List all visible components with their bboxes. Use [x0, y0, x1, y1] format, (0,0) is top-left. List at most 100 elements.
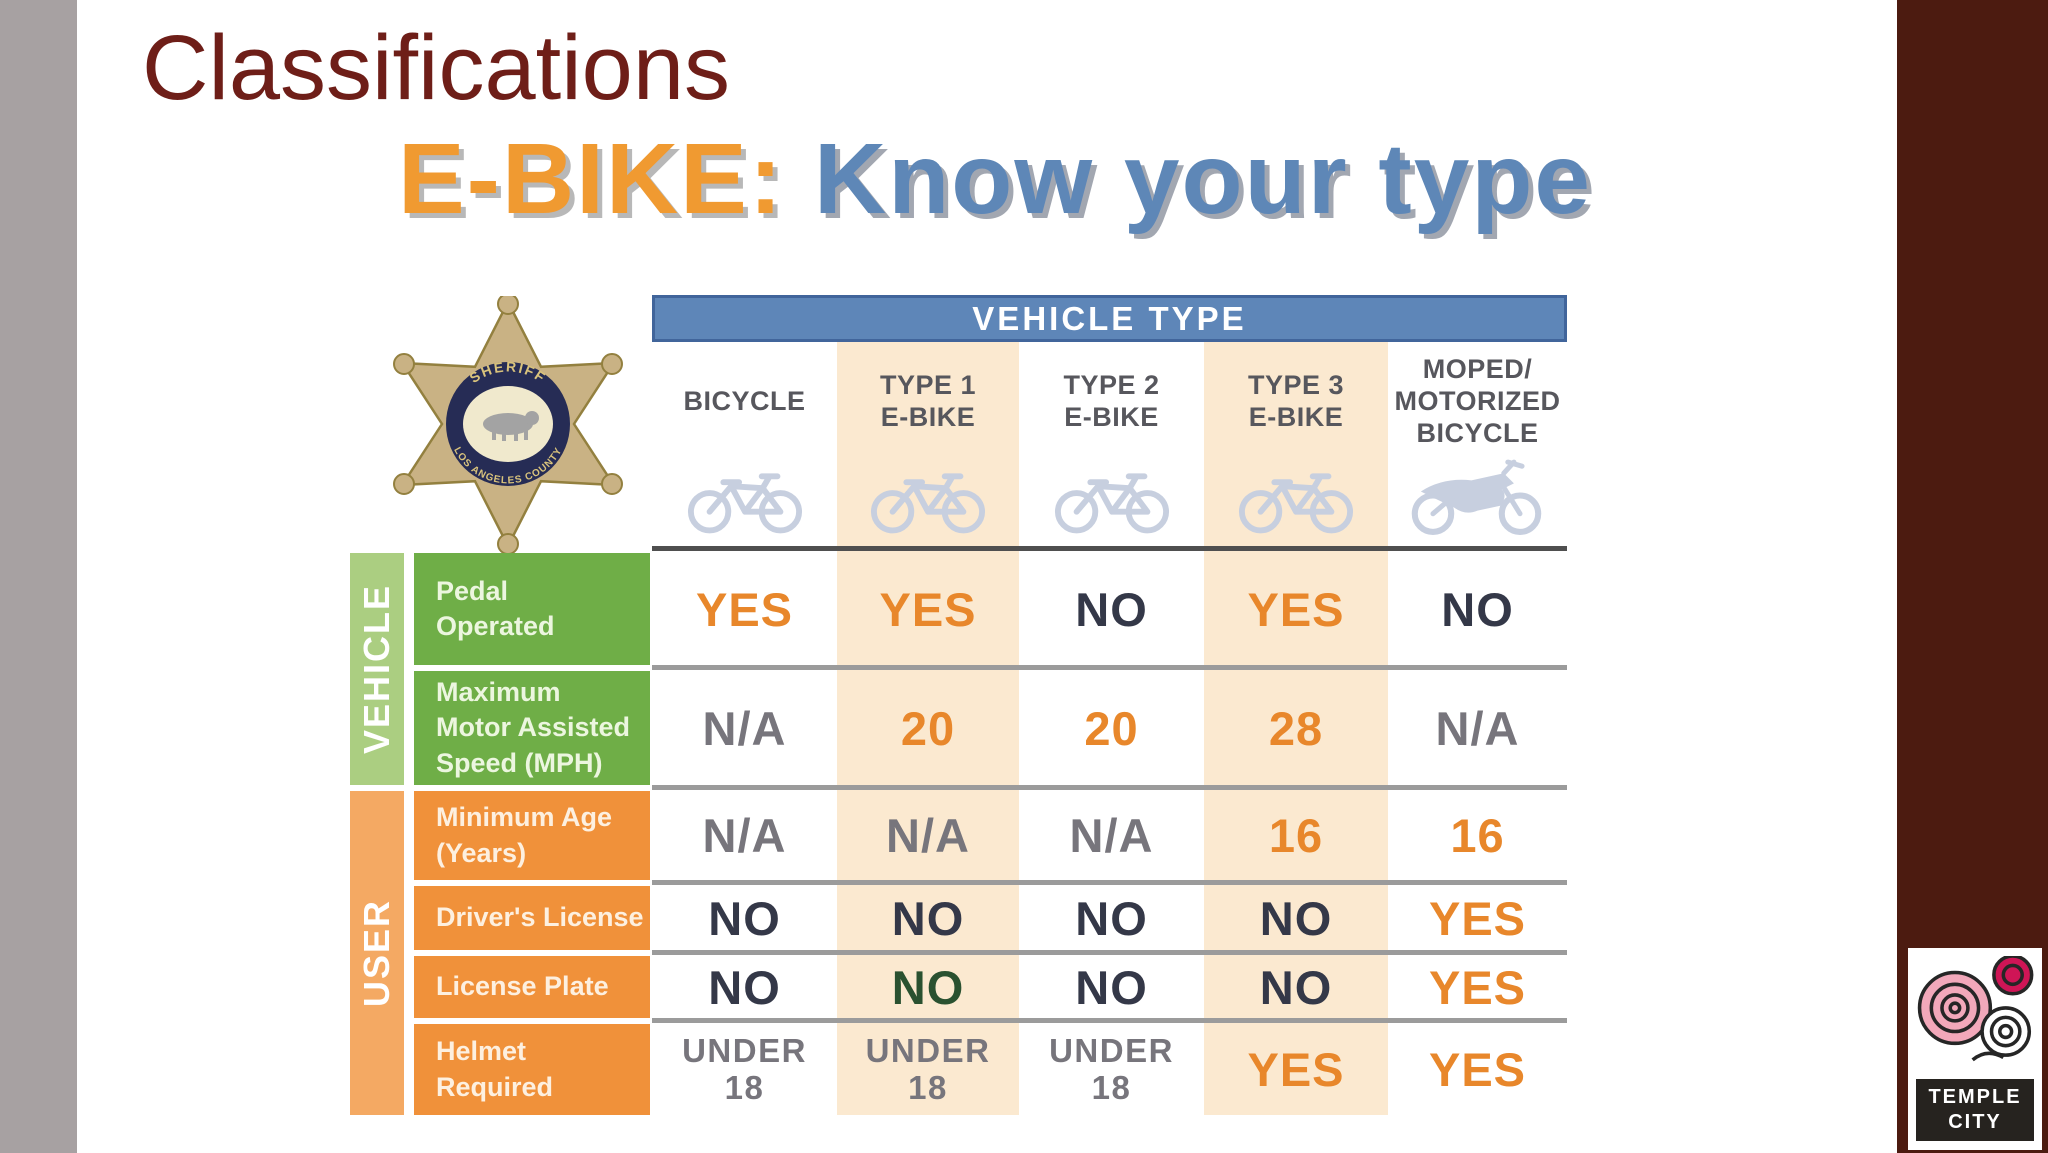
column-header-line: TYPE 2: [1063, 370, 1160, 401]
cell-value-line: UNDER: [682, 1032, 807, 1070]
temple-city-logo: TEMPLE CITY: [1908, 948, 2042, 1150]
row-label-line: Maximum: [436, 677, 561, 708]
row-divider-2: [652, 785, 1567, 790]
cell-value-line: 18: [1091, 1068, 1132, 1106]
cell-r4-c5: YES: [1388, 886, 1567, 950]
cell-value-line: NO: [891, 960, 965, 1014]
row-label-pedal-operated: Pedal Operated: [414, 553, 650, 665]
column-header-line: E-BIKE: [1248, 402, 1344, 432]
column-highlight-type3-ebike: [1204, 342, 1388, 1115]
row-label-licenseplate: License Plate: [414, 956, 650, 1018]
cell-value-line: YES: [1428, 960, 1527, 1014]
cell-value-line: UNDER: [1049, 1032, 1174, 1070]
section-band-vehicle: VEHICLE: [350, 553, 404, 785]
cell-value-line: YES: [1247, 1043, 1345, 1096]
column-header-line: E-BIKE: [880, 402, 976, 432]
cell-r6-c1: UNDER 18: [652, 1024, 837, 1115]
left-gray-bar: [0, 0, 77, 1153]
cell-r5-c5: YES: [1388, 956, 1567, 1018]
bicycle-icon: [652, 448, 837, 544]
cell-value-line: YES: [695, 582, 794, 636]
headline-know-your-type: Know your type: [784, 123, 1593, 235]
cell-r4-c1: NO: [652, 886, 837, 950]
cell-value-line: NO: [1075, 891, 1148, 945]
cell-value-line: 20: [1084, 701, 1139, 755]
temple-city-line2: CITY: [1948, 1111, 2002, 1133]
cell-r4-c3: NO: [1019, 886, 1204, 950]
row-label-maximum-motorassisted-speedmph: Maximum Motor Assisted Speed (MPH): [414, 671, 650, 785]
cell-r6-c5: YES: [1388, 1024, 1567, 1115]
row-label-line: Pedal: [436, 575, 509, 606]
bicycle-icon: [1019, 448, 1204, 544]
cell-r6-c4: YES: [1204, 1024, 1388, 1115]
cell-r2-c1: N/A: [652, 671, 837, 785]
page-title: Classifications: [142, 17, 730, 119]
cell-r1-c1: YES: [652, 553, 837, 665]
row-label-line: (Years): [436, 837, 527, 868]
badge-bear: [483, 411, 539, 441]
cell-value-line: N/A: [702, 809, 787, 862]
cell-value-line: NO: [891, 891, 965, 945]
cell-value-line: NO: [1259, 891, 1333, 945]
cell-r2-c2: 20: [837, 671, 1019, 785]
column-header-bicycle: BICYCLE: [652, 352, 837, 452]
cell-value-line: 16: [1268, 809, 1324, 862]
cell-r2-c3: 20: [1019, 671, 1204, 785]
cell-r3-c3: N/A: [1019, 791, 1204, 880]
infographic-headline: E-BIKE: Know your type: [330, 122, 1660, 237]
cell-value-line: YES: [1428, 1043, 1527, 1096]
column-header-moped: MOPED/MOTORIZED BICYCLE: [1388, 352, 1567, 452]
column-header-line: MOPED/: [1422, 354, 1533, 385]
cell-value-line: 18: [908, 1068, 948, 1106]
cell-r2-c4: 28: [1204, 671, 1388, 785]
cell-r5-c2: NO: [837, 956, 1019, 1018]
cell-value-line: 18: [724, 1068, 765, 1106]
cell-value-line: N/A: [1069, 809, 1154, 862]
cell-value-line: UNDER: [865, 1032, 991, 1070]
column-header-line: TYPE 3: [1247, 370, 1345, 401]
row-label-line: Minimum Age: [436, 802, 613, 833]
cell-r5-c1: NO: [652, 956, 837, 1018]
cell-value-line: NO: [1441, 582, 1514, 636]
cell-r1-c5: NO: [1388, 553, 1567, 665]
cell-value-line: NO: [1075, 582, 1148, 636]
cell-r1-c3: NO: [1019, 553, 1204, 665]
column-highlight-type1-ebike: [837, 342, 1019, 1115]
cell-r6-c2: UNDER 18: [837, 1024, 1019, 1115]
section-band-user: USER: [350, 791, 404, 1115]
row-label-line: License Plate: [436, 971, 609, 1002]
row-divider-4: [652, 950, 1567, 955]
table-top-rule: [652, 546, 1567, 551]
cell-value-line: N/A: [702, 701, 787, 755]
cell-r3-c5: 16: [1388, 791, 1567, 880]
cell-r5-c4: NO: [1204, 956, 1388, 1018]
cell-value-line: N/A: [1435, 701, 1520, 755]
cell-r3-c4: 16: [1204, 791, 1388, 880]
headline-ebike: E-BIKE:: [397, 123, 785, 235]
cell-r2-c5: N/A: [1388, 671, 1567, 785]
cell-r5-c3: NO: [1019, 956, 1204, 1018]
cell-r3-c1: N/A: [652, 791, 837, 880]
temple-city-line1: TEMPLE: [1928, 1086, 2022, 1108]
section-band-label: USER: [356, 898, 397, 1008]
cell-value-line: NO: [708, 891, 781, 945]
row-label-line: Speed (MPH): [436, 747, 603, 778]
cell-r1-c4: YES: [1204, 553, 1388, 665]
row-label-line: Motor Assisted: [436, 712, 631, 743]
row-label-helmet-required: Helmet Required: [414, 1024, 650, 1115]
cell-r4-c4: NO: [1204, 886, 1388, 950]
cell-value-line: N/A: [886, 809, 970, 862]
column-header-line: MOTORIZED: [1394, 386, 1561, 417]
cell-value-line: 20: [900, 701, 956, 755]
column-header-line: BICYCLE: [683, 386, 806, 417]
row-label-line: Operated: [436, 611, 555, 641]
cell-value-line: 16: [1450, 809, 1505, 862]
column-header-line: E-BIKE: [1064, 402, 1159, 432]
vehicle-type-header: VEHICLE TYPE: [652, 295, 1567, 342]
row-divider-1: [652, 665, 1567, 670]
cell-value-line: NO: [708, 960, 781, 1014]
section-band-label: VEHICLE: [356, 583, 397, 755]
column-header-line: TYPE 1: [879, 370, 977, 401]
cell-value-line: 28: [1268, 701, 1324, 755]
moped-icon: [1388, 448, 1567, 544]
